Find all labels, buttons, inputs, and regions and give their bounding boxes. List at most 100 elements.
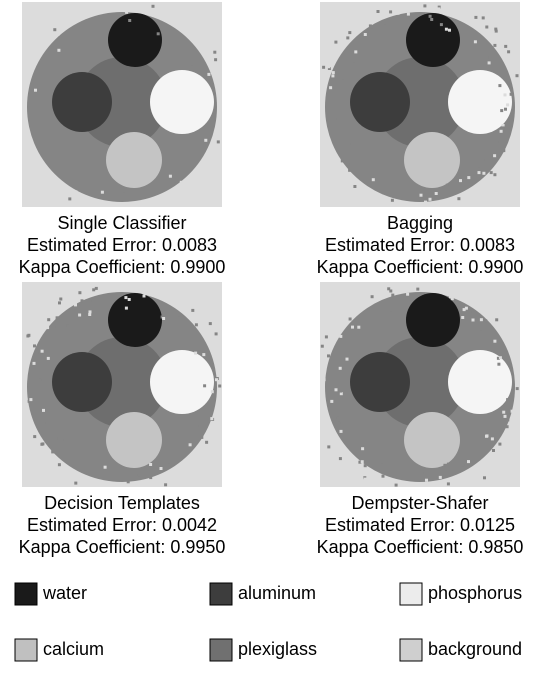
noise-pixel [420, 194, 423, 197]
noise-pixel [323, 378, 326, 381]
noise-pixel [335, 388, 338, 391]
noise-pixel [382, 475, 385, 478]
noise-pixel [46, 326, 49, 329]
noise-pixel [215, 332, 218, 335]
noise-pixel [502, 411, 505, 414]
classified-image [320, 2, 520, 207]
noise-pixel [478, 171, 481, 174]
noise-pixel [507, 50, 510, 53]
noise-pixel [35, 351, 38, 354]
noise-pixel [74, 190, 77, 193]
noise-pixel [128, 19, 131, 22]
noise-pixel [33, 435, 36, 438]
noise-pixel [377, 10, 380, 13]
noise-pixel [162, 317, 165, 320]
noise-pixel [485, 26, 488, 29]
noise-pixel [509, 336, 512, 339]
noise-pixel [215, 378, 218, 381]
noise-pixel [334, 41, 337, 44]
noise-pixel [463, 308, 466, 311]
phosphorus-region [448, 350, 512, 414]
noise-pixel [169, 175, 172, 178]
noise-pixel [504, 45, 507, 48]
noise-pixel [504, 324, 507, 327]
noise-pixel [474, 40, 477, 43]
noise-pixel [410, 296, 413, 299]
noise-pixel [92, 300, 95, 303]
noise-pixel [429, 15, 432, 18]
aluminum-region [350, 72, 410, 132]
noise-pixel [65, 315, 68, 318]
noise-pixel [339, 390, 342, 393]
noise-pixel [66, 190, 69, 193]
noise-pixel [128, 298, 131, 301]
noise-pixel [430, 18, 433, 21]
noise-pixel [78, 291, 81, 294]
noise-pixel [340, 392, 343, 395]
noise-pixel [53, 28, 56, 31]
noise-pixel [191, 309, 194, 312]
noise-pixel [364, 478, 367, 481]
noise-pixel [337, 416, 340, 419]
noise-pixel [493, 154, 496, 157]
noise-pixel [369, 24, 372, 27]
noise-pixel [321, 345, 324, 348]
noise-pixel [212, 340, 215, 343]
noise-pixel [182, 444, 185, 447]
noise-pixel [47, 357, 50, 360]
noise-pixel [352, 59, 355, 62]
noise-pixel [339, 367, 342, 370]
noise-pixel [370, 29, 373, 32]
noise-pixel [135, 288, 138, 291]
noise-pixel [322, 66, 325, 69]
caption-error: Estimated Error: 0.0042 [27, 515, 217, 535]
noise-pixel [204, 139, 207, 142]
legend-swatch [15, 639, 37, 661]
noise-pixel [391, 199, 394, 202]
noise-pixel [69, 180, 72, 183]
noise-pixel [489, 181, 492, 184]
legend-label: aluminum [238, 583, 316, 603]
noise-pixel [346, 36, 349, 39]
noise-pixel [149, 476, 152, 479]
legend-label: plexiglass [238, 639, 317, 659]
phosphorus-region [150, 70, 214, 134]
noise-pixel [57, 33, 60, 36]
noise-pixel [493, 340, 496, 343]
noise-pixel [472, 319, 475, 322]
legend-swatch [210, 583, 232, 605]
noise-pixel [470, 193, 473, 196]
noise-pixel [435, 3, 438, 6]
noise-pixel [104, 466, 107, 469]
noise-pixel [517, 362, 520, 365]
noise-pixel [384, 21, 387, 24]
noise-pixel [498, 84, 501, 87]
noise-pixel [200, 436, 203, 439]
noise-pixel [449, 295, 452, 298]
noise-pixel [149, 463, 152, 466]
noise-pixel [124, 296, 127, 299]
noise-pixel [371, 475, 374, 478]
noise-pixel [138, 474, 141, 477]
noise-pixel [499, 356, 502, 359]
noise-pixel [338, 422, 341, 425]
noise-pixel [404, 288, 407, 291]
noise-pixel [205, 441, 208, 444]
noise-pixel [102, 282, 105, 285]
noise-pixel [182, 477, 185, 480]
noise-pixel [516, 387, 519, 390]
aluminum-region [350, 352, 410, 412]
noise-pixel [506, 425, 509, 428]
noise-pixel [446, 184, 449, 187]
noise-pixel [32, 439, 35, 442]
noise-pixel [502, 126, 505, 129]
noise-pixel [22, 363, 25, 366]
noise-pixel [462, 295, 465, 298]
noise-pixel [55, 437, 58, 440]
noise-pixel [327, 354, 330, 357]
noise-pixel [439, 476, 442, 479]
noise-pixel [488, 61, 491, 64]
noise-pixel [445, 28, 448, 31]
noise-pixel [198, 434, 201, 437]
noise-pixel [491, 437, 494, 440]
